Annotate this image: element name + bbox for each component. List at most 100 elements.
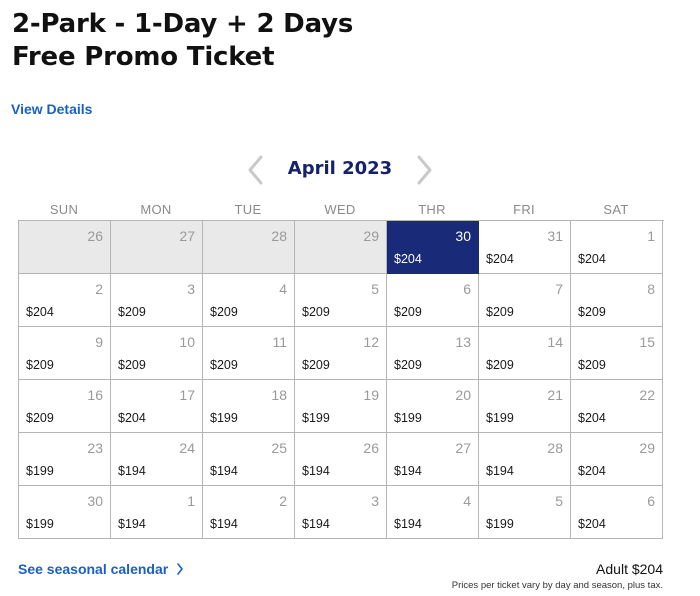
day-price: $199	[394, 411, 422, 425]
ticket-title-line-2: Free Promo Ticket	[12, 42, 275, 72]
day-price: $204	[118, 411, 146, 425]
calendar-day[interactable]: 2 $204	[19, 274, 111, 327]
day-price: $194	[394, 464, 422, 478]
day-number: 18	[271, 387, 287, 403]
day-price: $194	[118, 464, 146, 478]
calendar-day[interactable]: 8 $209	[571, 274, 663, 327]
calendar-day[interactable]: 4 $194	[387, 486, 479, 539]
day-number: 29	[639, 440, 655, 456]
day-number: 12	[363, 334, 379, 350]
day-number: 24	[179, 440, 195, 456]
calendar-day[interactable]: 13 $209	[387, 327, 479, 380]
calendar-day[interactable]: 6 $204	[571, 486, 663, 539]
day-price: $204	[578, 252, 606, 266]
calendar-day[interactable]: 14 $209	[479, 327, 571, 380]
day-number: 7	[555, 281, 563, 297]
previous-month-button[interactable]	[244, 154, 268, 186]
day-price: $209	[486, 305, 514, 319]
calendar-day[interactable]: 1 $194	[111, 486, 203, 539]
calendar-day-disabled: 26	[19, 221, 111, 274]
weekday-header: SUN MON TUE WED THR FRI SAT	[18, 202, 664, 220]
day-price: $194	[118, 517, 146, 531]
calendar-day[interactable]: 21 $199	[479, 380, 571, 433]
day-number: 20	[455, 387, 471, 403]
day-number: 22	[639, 387, 655, 403]
calendar-day[interactable]: 22 $204	[571, 380, 663, 433]
calendar-day[interactable]: 7 $209	[479, 274, 571, 327]
calendar-day[interactable]: 28 $194	[479, 433, 571, 486]
calendar-grid: 26 27 28 29 30 $204 31 $204 1 $204 2 $204 3 $209 4 $209…	[18, 220, 664, 539]
day-number: 11	[272, 334, 287, 350]
day-number: 17	[179, 387, 195, 403]
weekday-label: SUN	[49, 202, 79, 217]
day-price: $199	[486, 411, 514, 425]
chevron-right-icon	[417, 155, 432, 185]
calendar-day[interactable]: 3 $194	[295, 486, 387, 539]
calendar-day[interactable]: 12 $209	[295, 327, 387, 380]
day-number: 3	[187, 281, 195, 297]
calendar-day[interactable]: 5 $209	[295, 274, 387, 327]
next-month-button[interactable]	[412, 154, 436, 186]
day-price: $199	[210, 411, 238, 425]
calendar-day[interactable]: 6 $209	[387, 274, 479, 327]
day-price: $209	[118, 358, 146, 372]
calendar-day[interactable]: 19 $199	[295, 380, 387, 433]
calendar-day[interactable]: 30 $199	[19, 486, 111, 539]
calendar-day[interactable]: 15 $209	[571, 327, 663, 380]
day-price: $194	[486, 464, 514, 478]
day-number: 19	[363, 387, 379, 403]
calendar-day[interactable]: 29 $204	[571, 433, 663, 486]
seasonal-calendar-label: See seasonal calendar	[18, 561, 169, 577]
chevron-left-icon	[248, 155, 263, 185]
day-number: 30	[87, 493, 103, 509]
day-price: $209	[302, 305, 330, 319]
calendar-day-selected[interactable]: 30 $204	[387, 221, 479, 274]
calendar-day[interactable]: 11 $209	[203, 327, 295, 380]
calendar-day[interactable]: 27 $194	[387, 433, 479, 486]
calendar-day[interactable]: 26 $194	[295, 433, 387, 486]
calendar-day[interactable]: 2 $194	[203, 486, 295, 539]
calendar-day[interactable]: 1 $204	[571, 221, 663, 274]
calendar-day[interactable]: 16 $209	[19, 380, 111, 433]
day-number: 23	[87, 440, 103, 456]
day-price: $209	[210, 305, 238, 319]
day-number: 16	[87, 387, 103, 403]
day-number: 6	[463, 281, 471, 297]
calendar-day[interactable]: 3 $209	[111, 274, 203, 327]
day-price: $209	[26, 411, 54, 425]
seasonal-calendar-link[interactable]: See seasonal calendar	[18, 561, 184, 577]
day-price: $204	[394, 252, 422, 266]
calendar-day[interactable]: 18 $199	[203, 380, 295, 433]
day-number: 1	[647, 228, 655, 244]
calendar-day[interactable]: 23 $199	[19, 433, 111, 486]
calendar-day[interactable]: 17 $204	[111, 380, 203, 433]
calendar-day-disabled: 29	[295, 221, 387, 274]
price-note: Prices per ticket vary by day and season…	[451, 580, 663, 591]
adult-price: Adult $204	[596, 561, 663, 577]
calendar-day[interactable]: 10 $209	[111, 327, 203, 380]
day-price: $204	[578, 411, 606, 425]
day-number: 25	[271, 440, 287, 456]
day-number: 15	[639, 334, 655, 350]
calendar-day[interactable]: 5 $199	[479, 486, 571, 539]
calendar-day[interactable]: 4 $209	[203, 274, 295, 327]
calendar-day[interactable]: 9 $209	[19, 327, 111, 380]
day-price: $199	[26, 464, 54, 478]
calendar-day[interactable]: 25 $194	[203, 433, 295, 486]
weekday-label: TUE	[234, 202, 262, 217]
calendar-day[interactable]: 20 $199	[387, 380, 479, 433]
view-details-link[interactable]: View Details	[11, 101, 93, 117]
day-number: 27	[455, 440, 471, 456]
day-price: $209	[394, 305, 422, 319]
calendar-day[interactable]: 31 $204	[479, 221, 571, 274]
day-price: $209	[210, 358, 238, 372]
day-number: 5	[371, 281, 379, 297]
day-price: $194	[210, 517, 238, 531]
day-price: $204	[486, 252, 514, 266]
day-price: $199	[486, 517, 514, 531]
day-price: $199	[302, 411, 330, 425]
month-navigation: April 2023	[0, 150, 700, 190]
day-price: $209	[486, 358, 514, 372]
calendar-day[interactable]: 24 $194	[111, 433, 203, 486]
day-number: 26	[87, 228, 103, 244]
